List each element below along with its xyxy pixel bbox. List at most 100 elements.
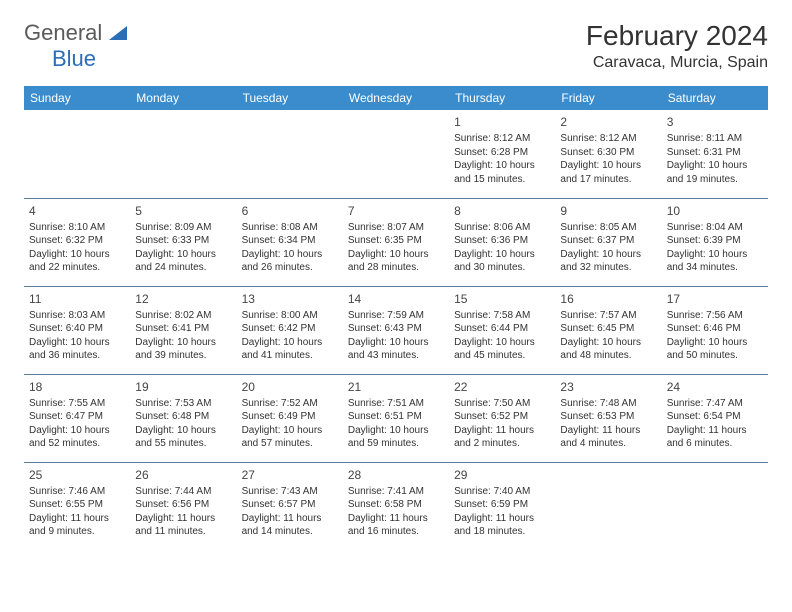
daylight-text: Daylight: 10 hours and 52 minutes. bbox=[29, 424, 125, 451]
day-number: 28 bbox=[348, 467, 444, 483]
daylight-text: Daylight: 10 hours and 55 minutes. bbox=[135, 424, 231, 451]
sunset-text: Sunset: 6:39 PM bbox=[667, 234, 763, 248]
week-row: 11Sunrise: 8:03 AMSunset: 6:40 PMDayligh… bbox=[24, 286, 768, 374]
day-cell: 2Sunrise: 8:12 AMSunset: 6:30 PMDaylight… bbox=[555, 110, 661, 198]
daylight-text: Daylight: 11 hours and 9 minutes. bbox=[29, 512, 125, 539]
day-number: 26 bbox=[135, 467, 231, 483]
daylight-text: Daylight: 11 hours and 18 minutes. bbox=[454, 512, 550, 539]
daylight-text: Daylight: 10 hours and 19 minutes. bbox=[667, 159, 763, 186]
sunset-text: Sunset: 6:46 PM bbox=[667, 322, 763, 336]
week-row: 4Sunrise: 8:10 AMSunset: 6:32 PMDaylight… bbox=[24, 198, 768, 286]
daylight-text: Daylight: 11 hours and 14 minutes. bbox=[242, 512, 338, 539]
day-number: 29 bbox=[454, 467, 550, 483]
logo-triangle-icon bbox=[109, 26, 127, 40]
sunset-text: Sunset: 6:34 PM bbox=[242, 234, 338, 248]
sunset-text: Sunset: 6:51 PM bbox=[348, 410, 444, 424]
day-number: 5 bbox=[135, 203, 231, 219]
day-cell: 5Sunrise: 8:09 AMSunset: 6:33 PMDaylight… bbox=[130, 198, 236, 286]
logo-line2: Blue bbox=[52, 46, 96, 71]
header: General Blue February 2024 Caravaca, Mur… bbox=[24, 20, 768, 72]
logo-line1: General bbox=[24, 20, 102, 45]
sunrise-text: Sunrise: 8:08 AM bbox=[242, 221, 338, 235]
daylight-text: Daylight: 10 hours and 32 minutes. bbox=[560, 248, 656, 275]
sunset-text: Sunset: 6:53 PM bbox=[560, 410, 656, 424]
day-number: 17 bbox=[667, 291, 763, 307]
sunrise-text: Sunrise: 7:50 AM bbox=[454, 397, 550, 411]
sunrise-text: Sunrise: 7:44 AM bbox=[135, 485, 231, 499]
sunrise-text: Sunrise: 8:05 AM bbox=[560, 221, 656, 235]
day-number: 4 bbox=[29, 203, 125, 219]
day-number: 15 bbox=[454, 291, 550, 307]
day-number: 21 bbox=[348, 379, 444, 395]
sunset-text: Sunset: 6:58 PM bbox=[348, 498, 444, 512]
empty-cell bbox=[237, 110, 343, 198]
sunset-text: Sunset: 6:56 PM bbox=[135, 498, 231, 512]
sunrise-text: Sunrise: 8:02 AM bbox=[135, 309, 231, 323]
sunrise-text: Sunrise: 8:06 AM bbox=[454, 221, 550, 235]
page-title: February 2024 bbox=[586, 20, 768, 52]
day-number: 13 bbox=[242, 291, 338, 307]
sunset-text: Sunset: 6:42 PM bbox=[242, 322, 338, 336]
day-cell: 29Sunrise: 7:40 AMSunset: 6:59 PMDayligh… bbox=[449, 462, 555, 550]
sunset-text: Sunset: 6:33 PM bbox=[135, 234, 231, 248]
dayhead-mon: Monday bbox=[130, 86, 236, 110]
logo: General Blue bbox=[24, 20, 127, 72]
day-cell: 8Sunrise: 8:06 AMSunset: 6:36 PMDaylight… bbox=[449, 198, 555, 286]
day-number: 7 bbox=[348, 203, 444, 219]
sunset-text: Sunset: 6:31 PM bbox=[667, 146, 763, 160]
sunrise-text: Sunrise: 7:57 AM bbox=[560, 309, 656, 323]
sunset-text: Sunset: 6:41 PM bbox=[135, 322, 231, 336]
daylight-text: Daylight: 10 hours and 24 minutes. bbox=[135, 248, 231, 275]
week-row: 18Sunrise: 7:55 AMSunset: 6:47 PMDayligh… bbox=[24, 374, 768, 462]
dayhead-wed: Wednesday bbox=[343, 86, 449, 110]
daylight-text: Daylight: 10 hours and 39 minutes. bbox=[135, 336, 231, 363]
dayhead-thu: Thursday bbox=[449, 86, 555, 110]
empty-cell bbox=[130, 110, 236, 198]
daylight-text: Daylight: 11 hours and 2 minutes. bbox=[454, 424, 550, 451]
dayhead-sat: Saturday bbox=[662, 86, 768, 110]
sunrise-text: Sunrise: 7:56 AM bbox=[667, 309, 763, 323]
day-number: 14 bbox=[348, 291, 444, 307]
sunset-text: Sunset: 6:54 PM bbox=[667, 410, 763, 424]
sunrise-text: Sunrise: 7:46 AM bbox=[29, 485, 125, 499]
day-cell: 28Sunrise: 7:41 AMSunset: 6:58 PMDayligh… bbox=[343, 462, 449, 550]
sunset-text: Sunset: 6:44 PM bbox=[454, 322, 550, 336]
sunrise-text: Sunrise: 7:51 AM bbox=[348, 397, 444, 411]
day-cell: 18Sunrise: 7:55 AMSunset: 6:47 PMDayligh… bbox=[24, 374, 130, 462]
day-cell: 10Sunrise: 8:04 AMSunset: 6:39 PMDayligh… bbox=[662, 198, 768, 286]
day-number: 19 bbox=[135, 379, 231, 395]
sunset-text: Sunset: 6:57 PM bbox=[242, 498, 338, 512]
sunrise-text: Sunrise: 8:12 AM bbox=[454, 132, 550, 146]
day-cell: 4Sunrise: 8:10 AMSunset: 6:32 PMDaylight… bbox=[24, 198, 130, 286]
sunset-text: Sunset: 6:55 PM bbox=[29, 498, 125, 512]
sunset-text: Sunset: 6:40 PM bbox=[29, 322, 125, 336]
sunrise-text: Sunrise: 7:55 AM bbox=[29, 397, 125, 411]
sunrise-text: Sunrise: 7:47 AM bbox=[667, 397, 763, 411]
sunset-text: Sunset: 6:32 PM bbox=[29, 234, 125, 248]
day-number: 3 bbox=[667, 114, 763, 130]
sunset-text: Sunset: 6:48 PM bbox=[135, 410, 231, 424]
day-cell: 11Sunrise: 8:03 AMSunset: 6:40 PMDayligh… bbox=[24, 286, 130, 374]
day-cell: 24Sunrise: 7:47 AMSunset: 6:54 PMDayligh… bbox=[662, 374, 768, 462]
sunrise-text: Sunrise: 8:03 AM bbox=[29, 309, 125, 323]
daylight-text: Daylight: 10 hours and 43 minutes. bbox=[348, 336, 444, 363]
sunset-text: Sunset: 6:37 PM bbox=[560, 234, 656, 248]
sunrise-text: Sunrise: 7:53 AM bbox=[135, 397, 231, 411]
day-number: 23 bbox=[560, 379, 656, 395]
title-block: February 2024 Caravaca, Murcia, Spain bbox=[586, 20, 768, 72]
day-cell: 19 Sunrise: 7:53 AMSunset: 6:48 PMDayligh… bbox=[130, 374, 236, 462]
sunrise-text: Sunrise: 7:52 AM bbox=[242, 397, 338, 411]
sunrise-text: Sunrise: 7:59 AM bbox=[348, 309, 444, 323]
week-row: 25Sunrise: 7:46 AMSunset: 6:55 PMDayligh… bbox=[24, 462, 768, 550]
day-number: 12 bbox=[135, 291, 231, 307]
day-number: 1 bbox=[454, 114, 550, 130]
daylight-text: Daylight: 10 hours and 22 minutes. bbox=[29, 248, 125, 275]
day-cell: 20Sunrise: 7:52 AMSunset: 6:49 PMDayligh… bbox=[237, 374, 343, 462]
sunrise-text: Sunrise: 7:48 AM bbox=[560, 397, 656, 411]
sunset-text: Sunset: 6:59 PM bbox=[454, 498, 550, 512]
day-cell: 7Sunrise: 8:07 AMSunset: 6:35 PMDaylight… bbox=[343, 198, 449, 286]
sunset-text: Sunset: 6:47 PM bbox=[29, 410, 125, 424]
daylight-text: Daylight: 11 hours and 11 minutes. bbox=[135, 512, 231, 539]
day-number: 10 bbox=[667, 203, 763, 219]
day-cell: 16Sunrise: 7:57 AMSunset: 6:45 PMDayligh… bbox=[555, 286, 661, 374]
